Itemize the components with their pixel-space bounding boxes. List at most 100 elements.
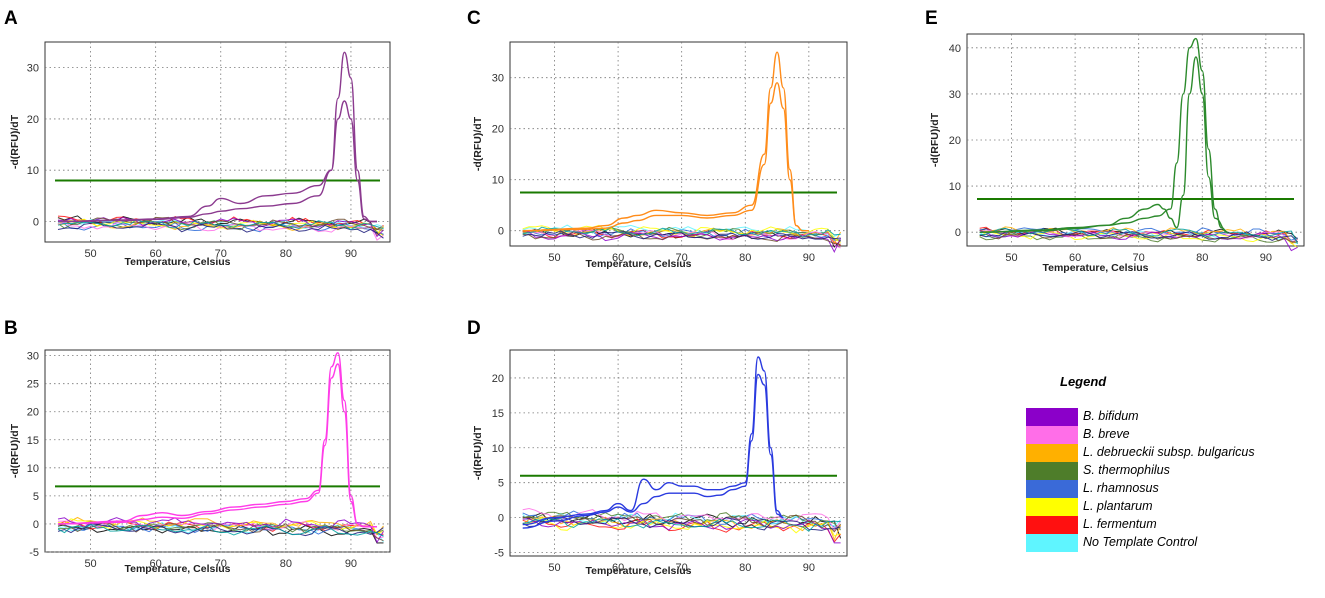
x-tick-label: 80 bbox=[739, 252, 751, 264]
y-axis-label: -d(RFU)/dT bbox=[9, 423, 21, 478]
y-tick-label: 10 bbox=[949, 181, 961, 193]
y-tick-label: 5 bbox=[33, 491, 39, 503]
series-line bbox=[57, 51, 377, 223]
legend-item-s-thermophilus: S. thermophilus bbox=[1026, 462, 1296, 480]
y-tick-label: 10 bbox=[492, 443, 504, 455]
y-axis-label: -d(RFU)/dT bbox=[929, 112, 941, 167]
x-axis-label: Temperature, Celsius bbox=[585, 565, 691, 577]
noise-trace bbox=[57, 219, 384, 231]
y-tick-label: 10 bbox=[27, 165, 39, 177]
legend-label: L. plantarum bbox=[1083, 499, 1153, 513]
plot-area bbox=[509, 41, 848, 247]
legend-swatch bbox=[1026, 408, 1078, 426]
noise-trace bbox=[522, 230, 841, 240]
x-axis-label: Temperature, Celsius bbox=[124, 256, 230, 268]
series-line bbox=[57, 363, 377, 528]
x-axis-label: Temperature, Celsius bbox=[585, 258, 691, 270]
y-axis-label: -d(RFU)/dT bbox=[472, 116, 484, 171]
legend-label: B. breve bbox=[1083, 427, 1130, 441]
legend-label: No Template Control bbox=[1083, 535, 1198, 549]
y-tick-label: 15 bbox=[27, 435, 39, 447]
legend-swatch bbox=[1026, 480, 1078, 498]
noise-trace bbox=[57, 221, 384, 241]
y-tick-label: 10 bbox=[492, 175, 504, 187]
x-tick-label: 60 bbox=[150, 248, 162, 260]
noise-trace bbox=[522, 514, 841, 533]
y-tick-label: 15 bbox=[492, 408, 504, 420]
legend-item-l-fermentum: L. fermentum bbox=[1026, 516, 1296, 534]
noise-trace bbox=[522, 226, 841, 238]
legend-swatch bbox=[1026, 426, 1078, 444]
chart-panel-e: 50 60 70 80 90 0 10 20 30 40 Temperature, Celsius -… bbox=[929, 33, 1305, 274]
legend-swatch bbox=[1026, 498, 1078, 516]
x-tick-label: 70 bbox=[676, 562, 688, 574]
noise-trace bbox=[522, 516, 841, 537]
legend-label: L. debrueckii subsp. bulgaricus bbox=[1083, 445, 1255, 459]
legend-label: B. bifidum bbox=[1083, 409, 1139, 423]
y-tick-label: -5 bbox=[494, 548, 504, 560]
series-line bbox=[522, 82, 809, 232]
legend-item-b-breve: B. breve bbox=[1026, 426, 1296, 444]
noise-trace bbox=[57, 218, 384, 237]
x-tick-label: 90 bbox=[803, 252, 815, 264]
series-line bbox=[979, 56, 1228, 233]
noise-trace bbox=[979, 227, 1299, 244]
panel-letter-c: C bbox=[467, 8, 481, 29]
legend-item-no-template-control: No Template Control bbox=[1026, 534, 1296, 552]
x-tick-label: 80 bbox=[280, 248, 292, 260]
legend-item-l-debrueckii: L. debrueckii subsp. bulgaricus bbox=[1026, 444, 1296, 462]
panel-letter-e: E bbox=[925, 8, 938, 29]
y-tick-label: 30 bbox=[27, 351, 39, 363]
x-tick-label: 50 bbox=[548, 562, 560, 574]
chart-panel-b: 50 60 70 80 90 -5 0 5 10 15 20 25 30 Temperature, Cel… bbox=[9, 349, 391, 575]
y-axis-label: -d(RFU)/dT bbox=[9, 114, 21, 169]
x-tick-label: 70 bbox=[215, 558, 227, 570]
panel-letter-a: A bbox=[4, 8, 18, 29]
panel-letter-d: D bbox=[467, 318, 481, 339]
series-line bbox=[57, 100, 377, 223]
x-tick-label: 80 bbox=[1196, 252, 1208, 264]
x-tick-label: 60 bbox=[612, 562, 624, 574]
noise-trace bbox=[522, 517, 841, 532]
y-axis-label: -d(RFU)/dT bbox=[472, 425, 484, 480]
chart-panel-c: 50 60 70 80 90 0 10 20 30 Temperature, Celsius -d(… bbox=[472, 41, 848, 270]
x-tick-label: 90 bbox=[803, 562, 815, 574]
legend-label: S. thermophilus bbox=[1083, 463, 1170, 477]
x-tick-label: 90 bbox=[345, 248, 357, 260]
legend-label: L. fermentum bbox=[1083, 517, 1157, 531]
legend-label: L. rhamnosus bbox=[1083, 481, 1159, 495]
x-tick-label: 90 bbox=[1260, 252, 1272, 264]
y-tick-label: 30 bbox=[492, 73, 504, 85]
x-tick-label: 50 bbox=[548, 252, 560, 264]
legend-swatch bbox=[1026, 516, 1078, 534]
series-line bbox=[57, 352, 377, 528]
x-tick-label: 50 bbox=[84, 248, 96, 260]
legend-swatch bbox=[1026, 462, 1078, 480]
noise-trace bbox=[979, 231, 1298, 249]
x-tick-label: 60 bbox=[1069, 252, 1081, 264]
x-tick-label: 90 bbox=[345, 558, 357, 570]
legend-swatch bbox=[1026, 534, 1078, 552]
noise-trace bbox=[522, 229, 841, 249]
x-tick-label: 80 bbox=[280, 558, 292, 570]
x-tick-label: 80 bbox=[739, 562, 751, 574]
y-tick-label: 0 bbox=[33, 216, 39, 228]
x-tick-label: 70 bbox=[676, 252, 688, 264]
y-tick-label: 0 bbox=[955, 227, 961, 239]
y-tick-label: 20 bbox=[27, 114, 39, 126]
chart-panel-a: 50 60 70 80 90 0 10 20 30 Temperature, Celsius -d(… bbox=[9, 41, 391, 268]
plot-area bbox=[966, 33, 1305, 247]
x-tick-label: 50 bbox=[84, 558, 96, 570]
noise-trace bbox=[57, 523, 384, 537]
panel-letter-b: B bbox=[4, 318, 18, 339]
plot-area bbox=[44, 41, 391, 243]
y-tick-label: 0 bbox=[498, 226, 504, 238]
noise-trace bbox=[522, 516, 841, 531]
chart-panel-d: 50 60 70 80 90 -5 0 5 10 15 20 Temperature, Celsius… bbox=[472, 349, 848, 577]
noise-trace bbox=[522, 511, 841, 531]
x-tick-label: 70 bbox=[1133, 252, 1145, 264]
x-axis-label: Temperature, Celsius bbox=[1042, 262, 1148, 274]
y-tick-label: 0 bbox=[33, 519, 39, 531]
legend-item-b-bifidum: B. bifidum bbox=[1026, 408, 1296, 426]
legend-swatch bbox=[1026, 444, 1078, 462]
